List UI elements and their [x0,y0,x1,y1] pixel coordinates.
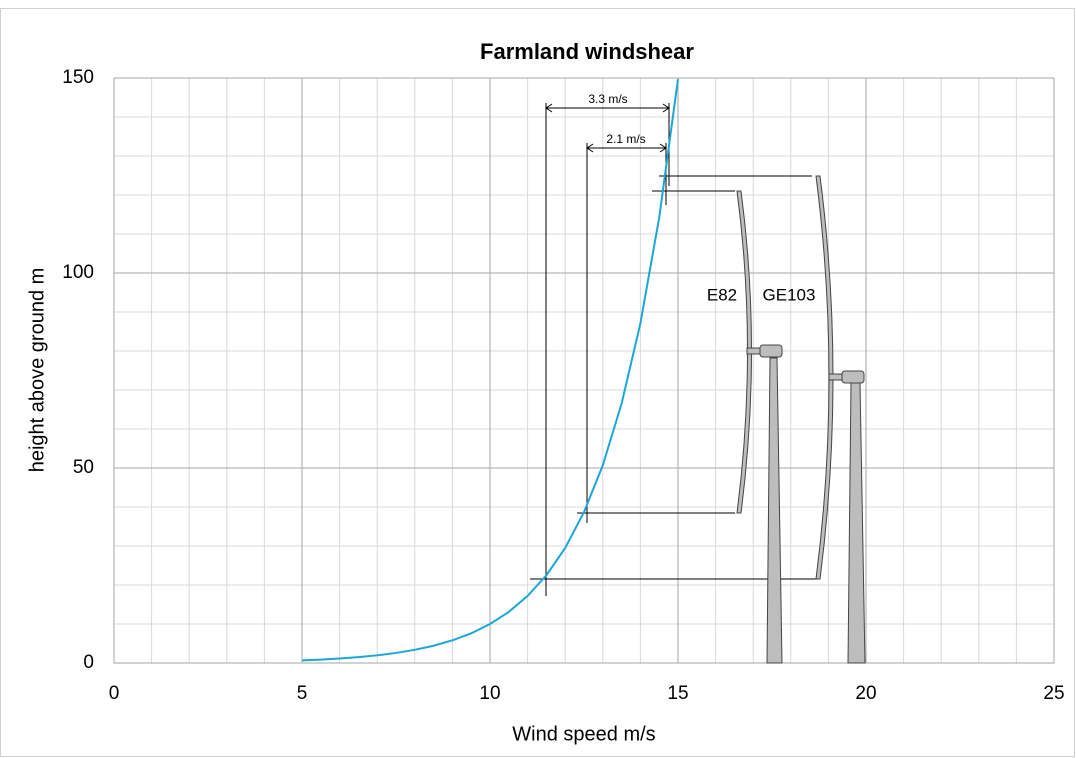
x-tick-label: 0 [109,683,120,704]
y-tick-label: 150 [62,67,94,88]
x-tick-label: 5 [297,683,308,704]
y-axis-title: height above ground m [26,268,48,473]
turbine-ge103 [815,175,866,664]
annotation: 3.3 m/s [588,92,627,106]
turbine-e82 [736,190,783,664]
turbine-label: E82 [707,285,737,304]
y-tick-label: 0 [83,652,94,673]
x-tick-label: 15 [667,683,688,704]
turbine-label: GE103 [763,285,816,304]
chart-title: Farmland windshear [480,39,694,64]
grid [113,77,1055,664]
annotation: 2.1 m/s [606,132,645,146]
data-line [301,79,679,662]
y-tick-label: 50 [73,457,94,478]
x-tick-label: 10 [479,683,500,704]
chart-frame [0,8,1075,757]
plot-border [113,77,1055,664]
x-tick-label: 25 [1043,683,1064,704]
x-axis-title: Wind speed m/s [512,723,655,745]
y-tick-label: 100 [62,262,94,283]
x-tick-label: 20 [855,683,876,704]
